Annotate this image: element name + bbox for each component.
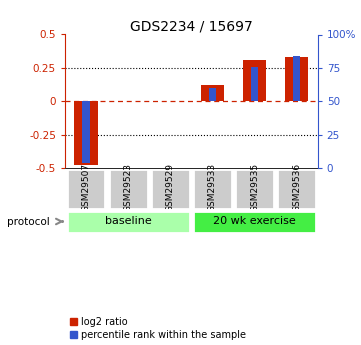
Text: baseline: baseline (105, 217, 152, 227)
FancyBboxPatch shape (193, 211, 316, 233)
Bar (251, 67, 258, 101)
FancyBboxPatch shape (67, 211, 190, 233)
FancyBboxPatch shape (67, 169, 105, 209)
FancyBboxPatch shape (235, 169, 274, 209)
Text: GSM29507: GSM29507 (82, 163, 91, 213)
FancyBboxPatch shape (277, 169, 316, 209)
Text: GSM29529: GSM29529 (166, 163, 175, 212)
Text: GSM29533: GSM29533 (208, 163, 217, 213)
Bar (243, 60, 266, 101)
Bar (201, 85, 224, 101)
Text: protocol: protocol (7, 217, 50, 227)
Text: GSM29535: GSM29535 (250, 163, 259, 213)
Bar (209, 88, 216, 101)
Text: GSM29523: GSM29523 (124, 163, 132, 212)
Title: GDS2234 / 15697: GDS2234 / 15697 (130, 19, 253, 33)
Text: 20 wk exercise: 20 wk exercise (213, 217, 296, 227)
FancyBboxPatch shape (193, 169, 232, 209)
FancyBboxPatch shape (151, 169, 190, 209)
Bar (74, 101, 97, 165)
Bar (285, 57, 308, 101)
Text: GSM29536: GSM29536 (292, 163, 301, 213)
FancyBboxPatch shape (109, 169, 148, 209)
Bar (82, 101, 90, 162)
Legend: log2 ratio, percentile rank within the sample: log2 ratio, percentile rank within the s… (70, 317, 245, 340)
Bar (293, 56, 300, 101)
